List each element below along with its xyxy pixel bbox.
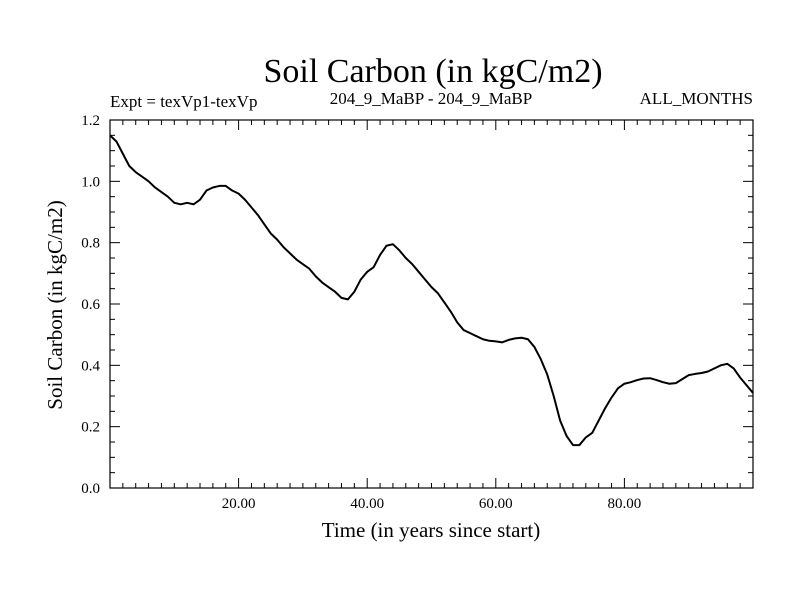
- y-tick-label: 0.6: [81, 297, 100, 313]
- y-axis-label: Soil Carbon (in kgC/m2): [43, 200, 67, 409]
- x-tick-label: 40.00: [350, 496, 384, 512]
- y-tick-label: 0.0: [81, 481, 100, 497]
- x-tick-label: 60.00: [479, 496, 513, 512]
- series-line: [109, 134, 754, 447]
- x-tick-label: 20.00: [222, 496, 256, 512]
- x-axis-label: Time (in years since start): [322, 518, 541, 542]
- y-tick-label: 0.4: [81, 358, 100, 374]
- y-tick-label: 0.2: [81, 420, 100, 436]
- plot-area: 20.00 40.00 60.00 80.00 0.0 0.2 0.4 0.6 0.8 1.0 1.…: [81, 113, 754, 512]
- x-tick-label: 80.00: [608, 496, 642, 512]
- chart-subtitle-right: ALL_MONTHS: [640, 89, 753, 108]
- chart-subtitle-left: Expt = texVp1-texVp: [110, 92, 257, 111]
- y-tick-label: 1.0: [81, 174, 100, 190]
- chart-subtitle-center: 204_9_MaBP - 204_9_MaBP: [330, 89, 532, 108]
- chart-title: Soil Carbon (in kgC/m2): [263, 53, 602, 90]
- plot-frame: [109, 119, 754, 489]
- y-tick-label: 1.2: [81, 113, 100, 129]
- y-tick-label: 0.8: [81, 236, 100, 252]
